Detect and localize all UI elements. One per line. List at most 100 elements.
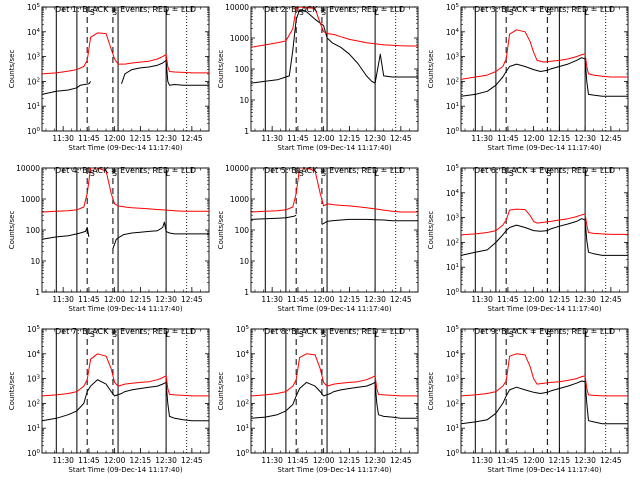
y-axis-label: Counts/sec: [217, 372, 225, 411]
x-tick-label: 12:30: [574, 295, 596, 304]
x-axis-label: Start Time (09-Dec-14 11:17:40): [487, 144, 601, 152]
chart-title: Det 1: BLACK = Events, RED = LLD: [55, 5, 196, 14]
x-tick-label: 12:30: [155, 456, 177, 465]
x-tick-label: 11:30: [52, 295, 74, 304]
marker-letter: S: [509, 330, 514, 339]
x-tick-label: 11:30: [261, 295, 283, 304]
y-tick-label: 100: [446, 288, 460, 297]
x-tick-label: 12:15: [339, 456, 361, 465]
x-tick-label: 12:15: [339, 295, 361, 304]
x-tick-label: 12:45: [390, 295, 412, 304]
plot-frame: [250, 6, 419, 132]
y-tick-label: 10000: [225, 164, 249, 173]
x-tick-label: 11:45: [287, 134, 309, 143]
x-tick-label: 11:45: [78, 295, 100, 304]
series-line: [42, 32, 209, 75]
y-axis-label: Counts/sec: [217, 211, 225, 250]
y-tick-label: 103: [446, 53, 460, 62]
x-tick-label: 12:45: [600, 456, 622, 465]
x-tick-label: 12:00: [523, 456, 545, 465]
x-axis-label: Start Time (09-Dec-14 11:17:40): [277, 466, 391, 474]
y-tick-label: 102: [236, 399, 249, 408]
x-tick-label: 12:45: [181, 134, 203, 143]
marker-letter: L: [375, 169, 380, 178]
y-tick-label: 10000: [16, 164, 40, 173]
marker-letter: L: [166, 330, 171, 339]
series-line: [42, 59, 209, 95]
y-tick-label: 1: [244, 127, 249, 136]
x-tick-label: 11:45: [78, 134, 100, 143]
y-tick-label: 1: [35, 288, 40, 297]
chart-title: Det 3: BLACK = Events, RED = LLD: [474, 5, 615, 14]
y-axis-label: Counts/sec: [8, 372, 16, 411]
y-tick-label: 105: [236, 325, 250, 334]
plot-frame: [250, 167, 419, 293]
x-tick-label: 11:45: [497, 295, 519, 304]
series-line: [42, 379, 209, 422]
plot-frame: [41, 328, 210, 454]
y-tick-label: 103: [27, 53, 41, 62]
x-tick-label: 12:00: [313, 295, 335, 304]
plot-frame: [250, 328, 419, 454]
plot-frame: [460, 6, 629, 132]
x-tick-label: 11:45: [78, 456, 100, 465]
y-axis-label: Counts/sec: [427, 372, 435, 411]
x-tick-label: 11:30: [261, 456, 283, 465]
marker-letter: L: [166, 169, 171, 178]
x-tick-label: 11:30: [52, 134, 74, 143]
x-tick-label: 12:15: [549, 134, 571, 143]
y-tick-label: 10: [239, 257, 249, 266]
plot-frame: [41, 167, 210, 293]
y-tick-label: 10000: [225, 3, 249, 12]
y-tick-label: 100: [446, 127, 460, 136]
series-line: [42, 353, 209, 397]
x-tick-label: 12:15: [549, 456, 571, 465]
marker-letter: S: [547, 330, 552, 339]
x-axis-label: Start Time (09-Dec-14 11:17:40): [68, 144, 182, 152]
y-tick-label: 102: [446, 399, 459, 408]
x-tick-label: 12:00: [313, 134, 335, 143]
y-tick-label: 10: [30, 257, 40, 266]
y-tick-label: 10: [239, 96, 249, 105]
x-tick-label: 12:30: [155, 134, 177, 143]
chart-panel: 1 10 100 1000 10000 11:30 11:45 12:00 12:15 12:30…: [217, 3, 419, 152]
y-tick-label: 101: [446, 102, 459, 111]
chart-title: Det 5: BLACK = Events, RED = LLD: [264, 166, 405, 175]
series-line: [461, 218, 628, 256]
series-line: [461, 353, 628, 397]
y-tick-label: 104: [446, 28, 460, 37]
marker-letter: S: [299, 8, 304, 17]
x-tick-label: 12:45: [181, 456, 203, 465]
y-tick-label: 100: [235, 226, 250, 235]
x-axis-label: Start Time (09-Dec-14 11:17:40): [277, 305, 391, 313]
series-line: [251, 9, 418, 84]
marker-letter: S: [112, 330, 117, 339]
x-tick-label: 12:00: [523, 295, 545, 304]
y-tick-label: 104: [27, 28, 41, 37]
x-tick-label: 12:30: [155, 295, 177, 304]
y-tick-label: 105: [27, 3, 41, 12]
y-tick-label: 100: [235, 65, 250, 74]
y-tick-label: 1000: [21, 195, 40, 204]
y-tick-label: 104: [446, 350, 460, 359]
x-tick-label: 12:45: [181, 295, 203, 304]
y-tick-label: 100: [26, 226, 41, 235]
marker-letter: S: [509, 169, 514, 178]
x-tick-label: 11:45: [287, 456, 309, 465]
x-tick-label: 12:15: [549, 295, 571, 304]
y-tick-label: 1: [244, 288, 249, 297]
y-tick-label: 100: [27, 449, 41, 458]
marker-letter: S: [509, 8, 514, 17]
y-tick-label: 104: [27, 350, 41, 359]
y-tick-label: 104: [236, 350, 250, 359]
y-tick-label: 102: [446, 77, 459, 86]
chart-title: Det 2: BLACK = Events, RED = LLD: [264, 5, 405, 14]
y-axis-label: Counts/sec: [427, 211, 435, 250]
y-tick-label: 102: [27, 77, 40, 86]
series-line: [461, 29, 628, 80]
